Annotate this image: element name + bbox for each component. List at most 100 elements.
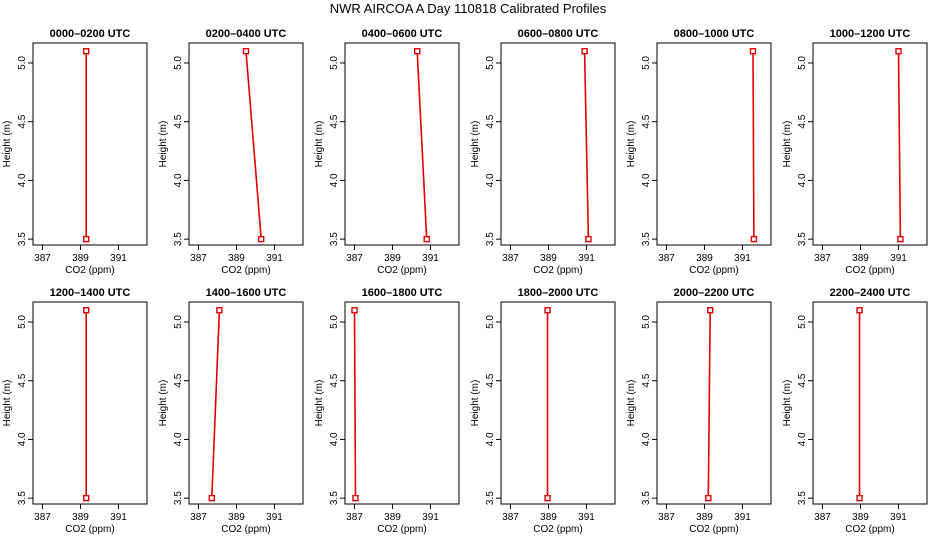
- panel-5-plot-frame: [656, 42, 772, 246]
- panel-6-data-point-1: [895, 48, 902, 55]
- panel-12-y-tick-label-3: 5.0: [797, 315, 808, 329]
- panel-2-x-tick-label-2: 391: [266, 253, 283, 264]
- panel-5-x-tick-label-0: 387: [658, 253, 675, 264]
- panel-12-title: 2200–2400 UTC: [830, 287, 911, 299]
- panel-8-y-tick-label-0: 3.5: [173, 491, 184, 505]
- panel-1-data-point-1: [82, 48, 90, 55]
- panel-12-y-tick-label-1: 4.0: [797, 432, 808, 446]
- panel-2-data-point-0: [258, 235, 265, 243]
- panel-12-y-axis-label: Height (m): [782, 380, 793, 427]
- panel-9-y-tick-label-2: 4.5: [329, 373, 340, 387]
- panel-5-y-axis-label: Height (m): [626, 121, 637, 168]
- panel-7-x-tick-label-0: 387: [34, 512, 51, 523]
- panel-9-x-axis-label: CO2 (ppm): [377, 524, 426, 535]
- panel-10-plot-frame: [500, 301, 616, 505]
- panel-6-plot-frame: [812, 42, 928, 246]
- panel-3-data-point-1: [414, 48, 421, 55]
- panel-11-x-tick-label-1: 389: [696, 512, 713, 523]
- panel-1-y-tick-label-2: 4.5: [17, 114, 28, 128]
- panel-4-y-tick-label-0: 3.5: [485, 232, 496, 246]
- panel-4-y-axis-label: Height (m): [470, 121, 481, 168]
- panel-2-plot-frame: [188, 42, 304, 246]
- panel-8-x-tick-label-2: 391: [266, 512, 283, 523]
- panel-11-title: 2000–2200 UTC: [674, 287, 755, 299]
- panel-2-y-tick-label-3: 5.0: [173, 56, 184, 70]
- panel-6-data-point-0: [897, 235, 904, 243]
- panel-4-y-tick-label-2: 4.5: [485, 114, 496, 128]
- panel-12-y-tick-label-2: 4.5: [797, 373, 808, 387]
- panel-9-x-tick-label-2: 391: [422, 512, 439, 523]
- panel-6-y-tick-label-0: 3.5: [797, 232, 808, 246]
- panel-11-y-tick-label-0: 3.5: [641, 491, 652, 505]
- panel-7-y-tick-label-3: 5.0: [17, 315, 28, 329]
- panel-12-x-axis-label: CO2 (ppm): [845, 524, 894, 535]
- panel-5-x-tick-label-2: 391: [734, 253, 751, 264]
- panel-11-y-tick-label-3: 5.0: [641, 315, 652, 329]
- panel-9-title: 1600–1800 UTC: [362, 287, 443, 299]
- panel-11-x-axis-label: CO2 (ppm): [689, 524, 738, 535]
- panel-5-y-tick-label-3: 5.0: [641, 56, 652, 70]
- panel-7-x-tick-label-2: 391: [110, 512, 127, 523]
- panel-3-x-axis-label: CO2 (ppm): [377, 265, 426, 276]
- panel-4-profile-line-0: [583, 51, 590, 240]
- panel-3-y-tick-label-3: 5.0: [329, 56, 340, 70]
- panel-8-x-axis-label: CO2 (ppm): [221, 524, 270, 535]
- panel-10-y-tick-label-3: 5.0: [485, 315, 496, 329]
- panel-12-x-tick-label-1: 389: [852, 512, 869, 523]
- panel-10-x-tick-label-1: 389: [540, 512, 557, 523]
- panel-11-y-tick-label-2: 4.5: [641, 373, 652, 387]
- panel-8-y-tick-label-1: 4.0: [173, 432, 184, 446]
- panel-1-y-axis-label: Height (m): [2, 121, 13, 168]
- panel-6-x-axis-label: CO2 (ppm): [845, 265, 894, 276]
- panel-1-y-tick-label-1: 4.0: [17, 173, 28, 187]
- panel-2-y-tick-label-2: 4.5: [173, 114, 184, 128]
- panel-6-title: 1000–1200 UTC: [830, 28, 911, 40]
- panel-2-x-tick-label-1: 389: [228, 253, 245, 264]
- panel-9-data-point-1: [351, 307, 358, 314]
- panel-10-data-point-1: [544, 307, 551, 314]
- panel-8-data-point-1: [216, 307, 223, 314]
- panel-9-y-axis-label: Height (m): [314, 380, 325, 427]
- panel-10-y-axis-label: Height (m): [470, 380, 481, 427]
- panel-8-y-axis-label: Height (m): [158, 380, 169, 427]
- panel-11-data-point-1: [707, 307, 714, 314]
- panel-3-title: 0400–0600 UTC: [362, 28, 443, 40]
- panel-4-data-point-1: [581, 48, 588, 55]
- panel-3-plot-frame: [344, 42, 460, 246]
- panel-1-title: 0000–0200 UTC: [50, 28, 131, 40]
- panel-8-profile-line-0: [211, 310, 221, 499]
- panel-7-data-point-1: [82, 307, 90, 314]
- panel-4-x-axis-label: CO2 (ppm): [533, 265, 582, 276]
- panel-2-data-point-1: [242, 48, 250, 55]
- panel-1-plot-frame: [32, 42, 148, 246]
- panel-7-y-tick-label-1: 4.0: [17, 432, 28, 446]
- panel-5-y-tick-label-2: 4.5: [641, 114, 652, 128]
- panel-10-x-tick-label-2: 391: [578, 512, 595, 523]
- panel-10-y-tick-label-1: 4.0: [485, 432, 496, 446]
- panel-11-data-point-0: [705, 494, 712, 502]
- panel-10-y-tick-label-2: 4.5: [485, 373, 496, 387]
- panel-1-x-tick-label-1: 389: [72, 253, 89, 264]
- panel-6-y-tick-label-3: 5.0: [797, 56, 808, 70]
- panel-3-x-tick-label-0: 387: [346, 253, 363, 264]
- panel-6-x-tick-label-1: 389: [852, 253, 869, 264]
- panel-3-profile-line-0: [416, 51, 428, 240]
- panel-10-y-tick-label-0: 3.5: [485, 491, 496, 505]
- panel-6-y-tick-label-2: 4.5: [797, 114, 808, 128]
- panel-8-y-tick-label-3: 5.0: [173, 315, 184, 329]
- panel-5-y-tick-label-1: 4.0: [641, 173, 652, 187]
- panel-8-x-tick-label-0: 387: [190, 512, 207, 523]
- panel-4-data-point-0: [585, 235, 592, 243]
- panel-1-x-tick-label-2: 391: [110, 253, 127, 264]
- panel-10-x-tick-label-0: 387: [502, 512, 519, 523]
- panel-8-plot-frame: [188, 301, 304, 505]
- panel-4-y-tick-label-3: 5.0: [485, 56, 496, 70]
- panel-3-data-point-0: [423, 235, 430, 243]
- panel-4-plot-frame: [500, 42, 616, 246]
- panel-12-y-tick-label-0: 3.5: [797, 491, 808, 505]
- panel-6-x-tick-label-2: 391: [890, 253, 907, 264]
- panel-6-profile-line-0: [897, 51, 902, 240]
- panel-7-y-axis-label: Height (m): [2, 380, 13, 427]
- panel-9-profile-line-0: [353, 310, 357, 499]
